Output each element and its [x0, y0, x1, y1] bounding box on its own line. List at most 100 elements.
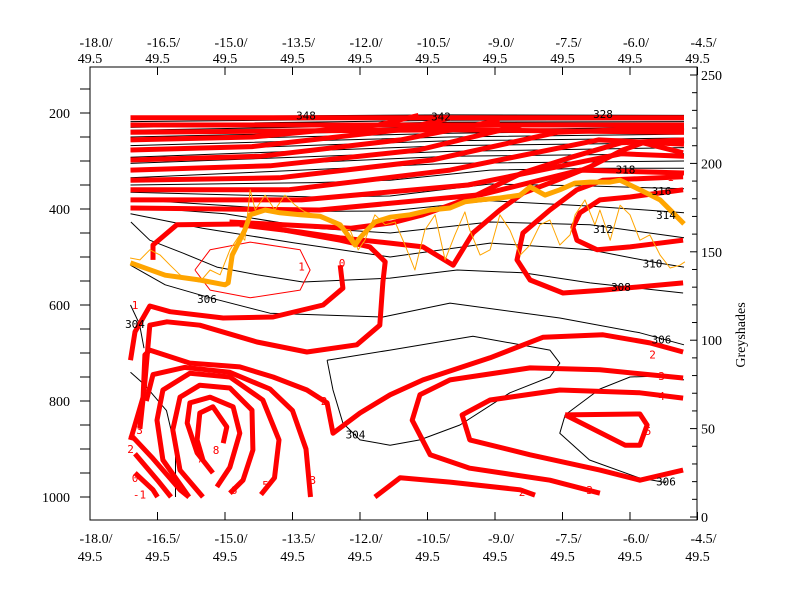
contour-label: 1	[132, 299, 139, 312]
contour-label: 0	[339, 257, 346, 270]
plot-frame	[89, 66, 698, 521]
bottom-x-tick-label-lat: 49.5	[78, 550, 103, 565]
red-thick-contour-line	[564, 411, 650, 448]
top-x-tick-label-lat: 49.5	[550, 52, 575, 67]
contour-label: 3	[658, 370, 665, 383]
bottom-x-tick-label-lat: 49.5	[145, 550, 170, 565]
top-x-tick-label-lon: -9.0/	[488, 36, 514, 51]
red-thick-contour-line	[229, 137, 685, 231]
right-axis-tick-label: 50	[701, 423, 715, 438]
red-thick-contour-line	[570, 187, 684, 253]
contour-label: 5	[645, 425, 652, 438]
top-x-tick-label-lon: -18.0/	[79, 36, 112, 51]
top-x-tick-label-lon: -10.5/	[417, 36, 450, 51]
right-axis-tick-label: 150	[701, 246, 722, 261]
contour-label: 5	[262, 479, 269, 492]
contour-label: 3	[136, 424, 143, 437]
contour-label: 312	[593, 223, 613, 236]
top-x-tick-label-lon: -15.0/	[214, 36, 247, 51]
contour-label: 318	[616, 164, 636, 177]
bottom-x-tick-label-lon: -13.5/	[282, 532, 315, 547]
red-thick-contour-line	[130, 124, 685, 183]
red-thick-contour-line	[373, 475, 536, 499]
red-thick-contour-line	[143, 364, 313, 498]
red-thick-contour-line	[459, 387, 684, 483]
red-thick-contour-line	[409, 365, 684, 496]
bottom-x-tick-label-lon: -15.0/	[214, 532, 247, 547]
black-thin-contour-line	[130, 371, 176, 497]
red-thick-contour-line	[128, 432, 191, 499]
y-tick-label: 200	[49, 107, 70, 122]
bottom-x-tick-label-lat: 49.5	[213, 550, 238, 565]
y-tick-label: 1000	[42, 491, 70, 506]
bottom-x-tick-label-lat: 49.5	[685, 550, 710, 565]
black-thin-contour-line	[130, 160, 685, 179]
top-x-tick-label-lat: 49.5	[78, 52, 103, 67]
top-x-tick-label-lat: 49.5	[685, 52, 710, 67]
contour-label: 2	[127, 443, 134, 456]
black-thin-contour-line	[130, 142, 685, 158]
contour-layer	[128, 112, 686, 499]
red-thick-contour-line	[514, 174, 684, 296]
top-x-tick-label-lat: 49.5	[618, 52, 643, 67]
contour-label-layer: 348 342 3283183163143123103083063063043043…	[125, 108, 676, 502]
bottom-x-tick-label-lat: 49.5	[618, 550, 643, 565]
contour-label: 306	[197, 293, 217, 306]
red-thick-contour-line	[170, 382, 256, 499]
contour-label: 304	[346, 429, 366, 442]
red-thick-contour-line	[130, 112, 420, 143]
contour-label: 2	[649, 348, 656, 361]
right-axis-tick-label: 100	[701, 334, 722, 349]
bottom-x-tick-label-lat: 49.5	[483, 550, 508, 565]
black-thin-contour-line	[130, 213, 685, 268]
red-thick-contour-line	[130, 122, 523, 173]
red-thick-contour-line	[128, 264, 346, 361]
contour-label: 7	[197, 453, 204, 466]
red-thin-contour-line	[194, 241, 311, 299]
contour-label: 8	[213, 444, 220, 457]
bottom-x-tick-label-lat: 49.5	[280, 550, 305, 565]
black-thin-contour-line	[130, 167, 684, 186]
right-axis-tick-label: 0	[701, 511, 708, 526]
black-thin-contour-line	[130, 133, 685, 147]
top-x-tick-label-lon: -16.5/	[147, 36, 180, 51]
axes-layer: -18.0/49.5-18.0/49.5-16.5/49.5-16.5/49.5…	[42, 36, 722, 565]
contour-label: 3	[586, 484, 593, 497]
top-x-tick-label-lat: 49.5	[213, 52, 238, 67]
top-x-tick-label-lon: -12.0/	[349, 36, 382, 51]
contour-label: 308	[611, 281, 631, 294]
bottom-x-tick-label-lon: -16.5/	[147, 532, 180, 547]
right-axis-label: Greyshades	[734, 302, 749, 367]
bottom-x-tick-label-lon: -10.5/	[417, 532, 450, 547]
top-x-tick-label-lon: -13.5/	[282, 36, 315, 51]
red-thick-contour-line	[133, 452, 173, 499]
bottom-x-tick-label-lat: 49.5	[348, 550, 373, 565]
red-thick-contour-line	[130, 115, 451, 153]
orange-thin-contour-line	[130, 189, 686, 283]
bottom-x-tick-label-lon: -18.0/	[79, 532, 112, 547]
contour-label: -1	[133, 489, 146, 502]
contour-label: 2	[519, 486, 526, 499]
red-thick-contour-line	[130, 151, 685, 203]
red-thick-contour-line	[133, 471, 160, 499]
top-x-tick-label-lat: 49.5	[280, 52, 305, 67]
right-axis-tick-label: 250	[701, 69, 722, 84]
contour-label: 310	[643, 258, 663, 271]
red-thick-contour-line	[184, 394, 243, 489]
top-x-tick-label-lat: 49.5	[415, 52, 440, 67]
contour-label: 306	[656, 476, 676, 489]
contour-label: 2	[321, 395, 328, 408]
contour-label: 6	[231, 484, 238, 497]
orange-thick-contour-line	[129, 177, 686, 288]
top-x-tick-label-lon: -4.5/	[690, 36, 716, 51]
bottom-x-tick-label-lon: -9.0/	[488, 532, 514, 547]
contour-label: 342	[431, 110, 451, 123]
y-tick-label: 400	[49, 203, 70, 218]
contour-label: 304	[125, 318, 145, 331]
bottom-x-tick-label-lon: -6.0/	[623, 532, 649, 547]
contour-label: 1	[667, 171, 674, 184]
bottom-x-tick-label-lon: -4.5/	[690, 532, 716, 547]
contour-label: 348	[296, 109, 316, 122]
